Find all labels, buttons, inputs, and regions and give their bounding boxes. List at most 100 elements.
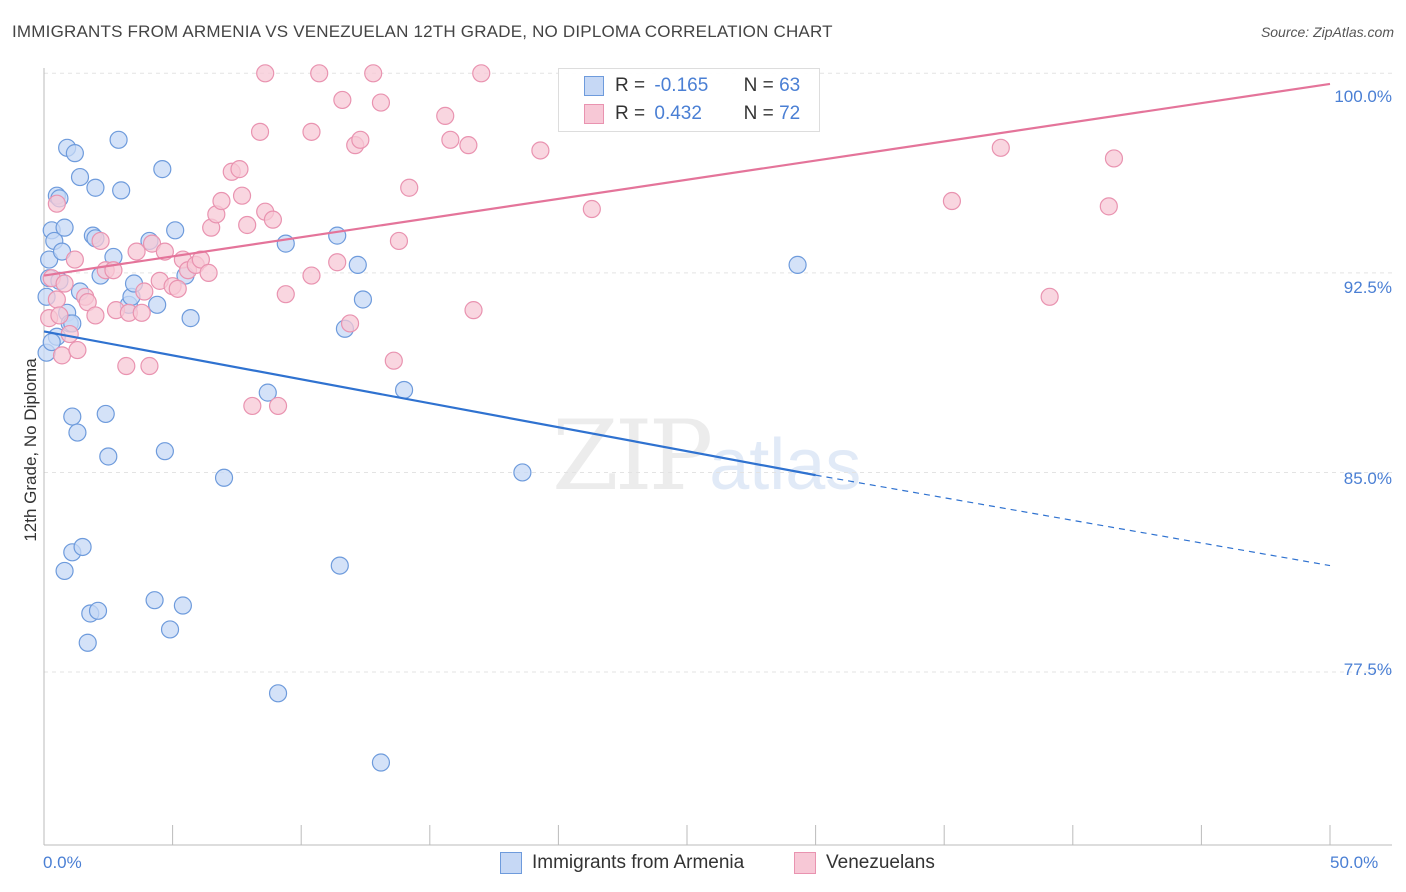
armenia-point-37 [181,309,200,328]
venezuelan-point-60 [459,136,478,155]
legend-r-blue: -0.165 [654,75,709,96]
y-axis-label: 12th Grade, No Diploma [21,358,40,542]
venezuelan-point-2 [47,290,66,309]
venezuelan-point-62 [472,64,491,83]
venezuelan-point-69 [1104,149,1124,168]
series-label-venezuelans: Venezuelans [826,852,935,873]
venezuelan-point-35 [230,160,249,179]
armenia-trend-line-extension [815,474,1331,567]
venezuelan-point-45 [302,122,321,141]
armenia-point-48 [55,561,74,581]
x-tick-50: 50.0% [1330,853,1379,872]
venezuelan-point-11 [86,306,105,325]
y-tick-100: 100.0% [1334,87,1392,106]
source-label: Source: ZipAtlas.com [1260,24,1394,40]
venezuelan-point-67 [1040,287,1059,306]
armenia-point-57 [330,556,349,575]
armenia-point-32 [148,295,167,314]
armenia-point-33 [153,160,172,179]
watermark-zip: ZIP [552,400,713,512]
venezuelan-point-30 [199,263,218,282]
armenia-point-56 [173,596,192,615]
venezuelan-point-57 [400,178,419,197]
legend-r-label: R = [615,75,646,96]
armenia-point-60 [68,423,87,442]
venezuelan-point-41 [263,210,283,229]
series-swatch-venezuelans [794,852,816,874]
armenia-point-25 [99,447,118,466]
venezuelan-point-55 [384,351,403,370]
venezuelan-point-44 [256,64,275,83]
armenia-trend-line [43,330,816,477]
x-tick-0: 0.0% [43,853,82,872]
armenia-point-44 [353,290,373,309]
venezuelan-point-16 [117,356,136,376]
armenia-point-51 [78,633,97,652]
venezuelan-point-37 [238,215,257,235]
armenia-point-54 [145,591,164,610]
venezuelan-point-43 [276,285,295,304]
armenia-point-47 [788,255,807,274]
series-legend-venezuelans: Venezuelans [794,852,935,874]
armenia-point-18 [70,167,90,187]
venezuelan-point-71 [132,303,151,322]
legend-n-label: N = [743,103,774,124]
armenia-point-59 [371,753,391,772]
venezuelan-point-52 [351,130,370,149]
venezuelan-point-8 [68,340,87,360]
armenia-point-17 [65,144,84,163]
legend-n-label: N = [743,75,774,96]
venezuelan-point-47 [302,266,321,285]
armenia-point-38 [214,468,234,487]
venezuelan-point-64 [582,199,601,219]
legend-n-blue: 63 [779,75,801,96]
venezuelan-point-58 [436,106,455,125]
venezuelan-trend-line [43,82,1331,277]
armenia-point-50 [73,537,92,557]
venezuelan-point-50 [340,314,360,333]
legend-r-label: R = [615,103,646,124]
venezuelan-point-18 [127,242,146,261]
venezuelan-point-3 [50,306,69,325]
series-legend-armenia: Immigrants from Armenia [500,852,744,874]
venezuelan-point-65 [942,191,962,211]
watermark: ZIPatlas [552,400,861,512]
armenia-point-34 [155,442,174,461]
correlation-legend: R = -0.165 N = 63 R = 0.432 N = 72 [558,68,820,132]
venezuelan-point-42 [268,396,288,416]
legend-n-pink: 72 [779,103,801,124]
venezuelan-point-20 [140,356,159,376]
venezuelan-point-12 [91,231,110,251]
venezuelan-point-36 [232,186,252,205]
y-tick-92-5: 92.5% [1343,278,1392,297]
venezuelan-point-63 [531,141,550,160]
armenia-point-16 [63,407,82,426]
armenia-point-55 [160,620,180,639]
venezuelan-point-39 [250,122,270,141]
venezuelan-point-61 [464,301,483,320]
venezuelan-point-68 [1099,197,1118,216]
venezuelan-point-59 [441,130,460,149]
armenia-point-22 [86,178,105,197]
legend-swatch-pink [584,104,604,124]
series-swatch-armenia [500,852,522,874]
legend-r-pink: 0.432 [654,103,702,124]
y-tick-85: 85.0% [1343,469,1392,488]
venezuelan-point-70 [47,194,66,213]
venezuelan-point-5 [55,274,74,293]
venezuelan-point-33 [212,191,231,211]
armenia-point-43 [348,255,367,274]
armenia-point-41 [328,226,347,245]
chart-title: IMMIGRANTS FROM ARMENIA VS VENEZUELAN 12… [12,22,833,41]
venezuelan-point-25 [168,279,187,298]
venezuelan-point-19 [135,282,154,301]
armenia-point-11 [55,218,74,237]
armenia-point-27 [112,181,131,200]
venezuelan-point-49 [333,90,352,110]
venezuelan-point-54 [371,93,391,112]
armenia-point-35 [166,221,185,240]
venezuelan-point-48 [328,253,347,272]
y-tick-77-5: 77.5% [1343,660,1392,679]
legend-swatch-blue [584,76,604,96]
